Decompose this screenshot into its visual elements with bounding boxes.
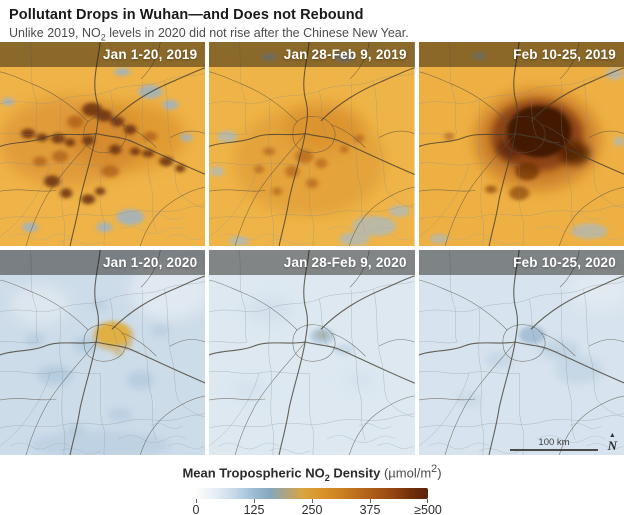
legend-tick (254, 498, 255, 503)
legend-tick-label: 125 (243, 502, 265, 515)
panel-date-band: Jan 28-Feb 9, 2019 (209, 42, 415, 67)
panel-date-label: Jan 1-20, 2020 (102, 255, 198, 270)
panel-date-label: Jan 28-Feb 9, 2020 (283, 255, 407, 270)
scale-bar-label: 100 km (538, 437, 570, 448)
no2-map-jan1-2019 (0, 42, 206, 246)
legend-colorbar (196, 487, 428, 499)
no2-map-feb10-2019 (418, 42, 624, 246)
panel-date-band: Jan 1-20, 2020 (0, 250, 206, 275)
legend-tick (196, 498, 197, 503)
north-arrow: ▲ N (608, 432, 617, 452)
no2-map-jan28-2019 (209, 42, 415, 246)
no2-map-feb10-2020 (418, 250, 624, 455)
no2-map-jan28-2020 (209, 250, 415, 455)
legend-tick-label: ≥500 (414, 502, 442, 515)
figure-subtitle: Unlike 2019, NO2 levels in 2020 did not … (9, 26, 409, 43)
legend-tick-label: 0 (192, 502, 200, 515)
map-panel-jan1-2019: Jan 1-20, 2019 (0, 42, 206, 246)
scale-bar-line (509, 449, 598, 451)
map-grid: Jan 1-20, 2019 (0, 42, 624, 455)
legend-title: Mean Tropospheric NO2 Density (µmol/m2) (182, 463, 442, 483)
panel-date-label: Jan 1-20, 2019 (102, 47, 198, 62)
map-panel-jan28-2020: Jan 28-Feb 9, 2020 (209, 250, 415, 455)
panel-date-band: Jan 1-20, 2019 (0, 42, 206, 67)
legend: Mean Tropospheric NO2 Density (µmol/m2) … (0, 455, 624, 515)
map-panel-feb10-2020: Feb 10-25, 2020 100 km ▲ N (418, 250, 624, 455)
no2-map-jan1-2020 (0, 250, 206, 455)
scale-bar: 100 km (509, 437, 598, 451)
north-arrow-icon: ▲ (608, 432, 616, 439)
legend-tick (312, 498, 313, 503)
map-panel-jan1-2020: Jan 1-20, 2020 (0, 250, 206, 455)
legend-tick (370, 498, 371, 503)
map-panel-jan28-2019: Jan 28-Feb 9, 2019 (209, 42, 415, 246)
panel-date-label: Feb 10-25, 2019 (513, 47, 616, 62)
panel-date-band: Feb 10-25, 2020 (418, 250, 624, 275)
legend-tick (427, 498, 429, 503)
panel-date-band: Jan 28-Feb 9, 2020 (209, 250, 415, 275)
panel-date-label: Feb 10-25, 2020 (513, 255, 616, 270)
legend-tick-label: 375 (359, 502, 381, 515)
north-label: N (607, 438, 617, 453)
map-panel-feb10-2019: Feb 10-25, 2019 (418, 42, 624, 246)
figure-header: Pollutant Drops in Wuhan—and Does not Re… (0, 0, 624, 43)
legend-colorbar-wrap: 0 125 250 375 ≥500 (192, 487, 442, 515)
panel-date-label: Jan 28-Feb 9, 2019 (283, 47, 407, 62)
legend-tick-label: 250 (301, 502, 323, 515)
panel-date-band: Feb 10-25, 2019 (418, 42, 624, 67)
figure-title: Pollutant Drops in Wuhan—and Does not Re… (9, 7, 364, 23)
